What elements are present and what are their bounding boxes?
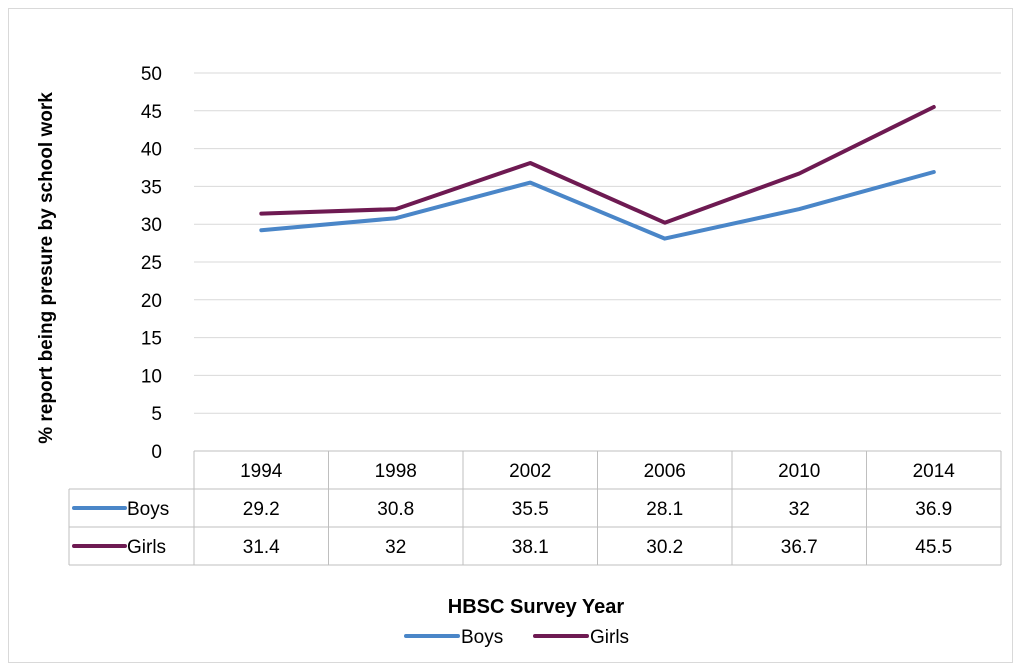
- legend-label-girls: Girls: [590, 627, 629, 648]
- x-tick-label: 1994: [240, 461, 283, 482]
- table-cell-value: 31.4: [243, 537, 280, 558]
- table-cell-value: 38.1: [512, 537, 549, 558]
- table-cell-value: 29.2: [243, 499, 280, 520]
- series-lines: [259, 105, 936, 241]
- data-table: 1994 1998 2002 2006 2010 2014 Boys 29.2 30.8 35.5…: [68, 450, 1002, 566]
- x-tick-label: 2002: [509, 461, 551, 482]
- table-cell-value: 36.7: [781, 537, 818, 558]
- x-axis-label: HBSC Survey Year: [448, 596, 625, 618]
- x-tick-label: 1998: [375, 461, 417, 482]
- y-tick-label: 20: [141, 291, 162, 312]
- chart-frame: [8, 8, 1013, 663]
- y-axis-label: % report being presure by school work: [36, 92, 57, 444]
- table-cell-value: 30.8: [377, 499, 414, 520]
- y-tick-label: 25: [141, 253, 162, 274]
- y-tick-label: 5: [151, 404, 162, 425]
- series-line-boys: [259, 170, 936, 241]
- y-tick-label: 10: [141, 366, 162, 387]
- y-tick-label: 45: [141, 102, 162, 123]
- y-tick-label: 40: [141, 140, 162, 161]
- legend-label-boys: Boys: [461, 627, 503, 648]
- x-tick-label: 2006: [644, 461, 686, 482]
- table-row-label: Girls: [127, 537, 166, 558]
- table-cell-value: 30.2: [646, 537, 683, 558]
- gridlines: [194, 72, 1001, 414]
- series-line-girls: [259, 105, 936, 225]
- y-tick-label: 30: [141, 215, 162, 236]
- table-cell-value: 36.9: [915, 499, 952, 520]
- y-tick-label: 35: [141, 177, 162, 198]
- table-cell-value: 45.5: [915, 537, 952, 558]
- x-tick-label: 2014: [913, 461, 956, 482]
- y-tick-label: 0: [151, 442, 162, 463]
- y-tick-labels: 0 5 10 15 20 25 30 35 40 45 50: [141, 64, 162, 463]
- table-cell-value: 28.1: [646, 499, 683, 520]
- y-tick-label: 50: [141, 64, 162, 85]
- table-cell-value: 35.5: [512, 499, 549, 520]
- x-tick-label: 2010: [778, 461, 820, 482]
- table-cell-value: 32: [789, 499, 810, 520]
- table-cell-value: 32: [385, 537, 406, 558]
- legend: Boys Girls: [404, 627, 629, 648]
- y-tick-label: 15: [141, 329, 162, 350]
- table-row-label: Boys: [127, 499, 169, 520]
